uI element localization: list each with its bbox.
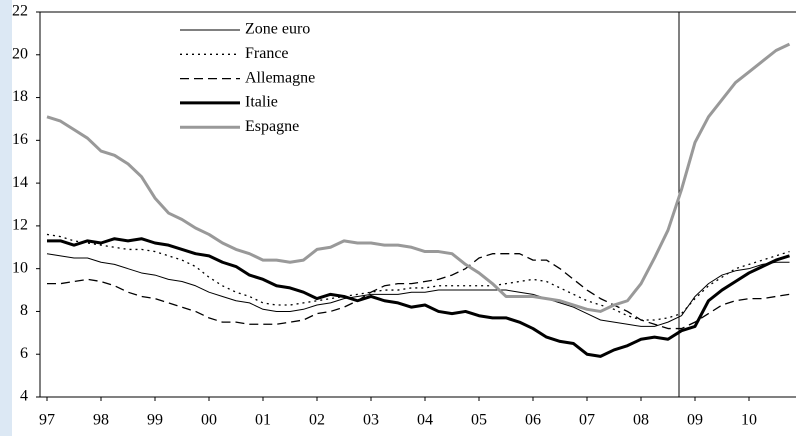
series-line: [46, 233, 790, 321]
x-tick-label: 10: [741, 412, 757, 429]
series-line: [46, 42, 791, 313]
series-line: [47, 237, 790, 358]
x-tick-label: 08: [633, 412, 649, 429]
x-tick-label: 97: [39, 412, 55, 429]
x-tick-label: 05: [471, 412, 487, 429]
x-tick-label: 98: [93, 412, 109, 429]
x-tick-label: 07: [579, 412, 595, 429]
series-line: [47, 253, 790, 330]
legend-label: France: [245, 45, 289, 62]
x-tick-label: 01: [255, 412, 271, 429]
y-tick-label: 20: [12, 45, 28, 62]
x-tick-label: 09: [687, 412, 703, 429]
x-tick-label: 04: [417, 412, 433, 429]
y-tick-label: 16: [12, 131, 28, 148]
x-tick-label: 03: [363, 412, 379, 429]
y-tick-label: 22: [12, 3, 28, 20]
y-tick-label: 8: [20, 302, 28, 319]
x-tick-label: 06: [525, 412, 541, 429]
y-tick-label: 4: [20, 388, 28, 405]
x-tick-label: 02: [309, 412, 325, 429]
y-tick-label: 14: [12, 174, 28, 191]
y-tick-label: 12: [12, 217, 28, 234]
legend-label: Allemagne: [245, 69, 315, 86]
series-line: [46, 253, 790, 327]
legend-label: Zone euro: [245, 21, 310, 38]
x-tick-label: 99: [147, 412, 163, 429]
x-tick-label: 00: [201, 412, 217, 429]
side-band: [0, 0, 12, 436]
y-tick-label: 10: [12, 259, 28, 276]
y-tick-label: 18: [12, 88, 28, 105]
y-tick-label: 6: [20, 345, 28, 362]
legend-label: Espagne: [245, 118, 299, 135]
legend-label: Italie: [245, 94, 278, 111]
